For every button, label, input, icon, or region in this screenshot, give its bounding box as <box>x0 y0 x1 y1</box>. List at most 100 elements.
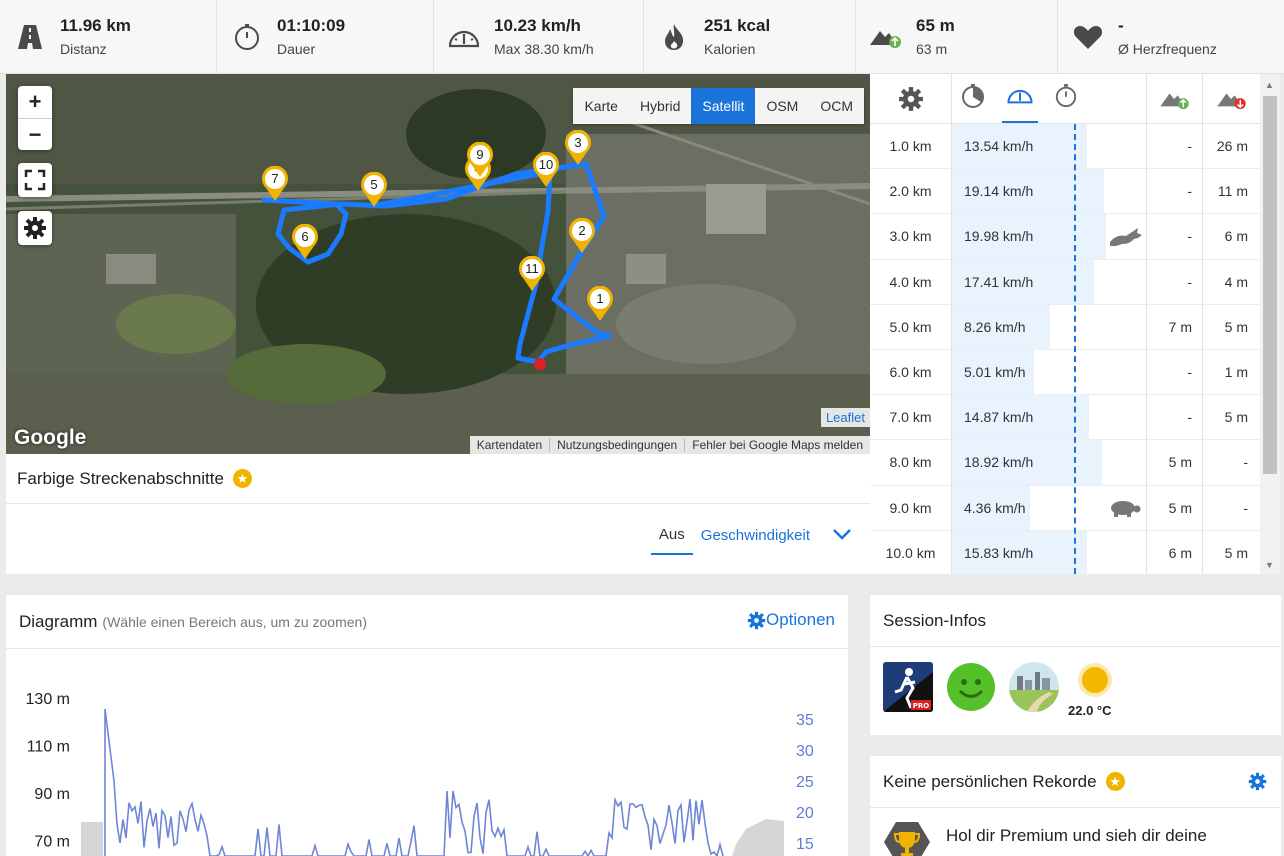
speed-axis-tick: 35 <box>796 712 814 729</box>
km-marker-label: 6 <box>301 229 309 244</box>
split-elevation-down: - <box>1243 454 1248 471</box>
km-marker-1[interactable]: 1 <box>586 286 614 322</box>
diagram-hint: (Wähle einen Bereich aus, um zu zoomen) <box>102 613 367 630</box>
elevation-speed-chart[interactable]: 130 m 110 m 90 m 70 m 35 30 25 20 15 <box>6 649 848 856</box>
average-speed-line <box>1074 124 1076 574</box>
colored-sections-label: Farbige Streckenabschnitte <box>17 468 224 488</box>
speed-bar <box>952 440 1103 485</box>
km-marker-7[interactable]: 7 <box>261 166 289 202</box>
split-row[interactable]: 10.0 km 15.83 km/h 6 m 5 m <box>870 530 1260 574</box>
km-marker-5[interactable]: 5 <box>360 172 388 208</box>
split-elevation-down: 1 m <box>1224 364 1248 381</box>
stat-value: 251 kcal <box>704 16 771 35</box>
pace-tab-icon[interactable] <box>960 83 986 114</box>
split-speed-cell: 13.54 km/h <box>952 124 1147 169</box>
stat-value: 65 m <box>916 16 955 35</box>
flame-icon <box>644 23 704 51</box>
tab-off[interactable]: Aus <box>650 520 693 555</box>
elevation-axis-tick: 90 m <box>34 786 70 803</box>
speed-axis-tick: 20 <box>796 805 814 822</box>
splits-settings-button[interactable] <box>870 74 952 123</box>
diagram-panel: Diagramm (Wähle einen Bereich aus, um zu… <box>6 595 848 856</box>
km-marker-11[interactable]: 11 <box>518 256 546 292</box>
scrollbar-thumb[interactable] <box>1263 96 1277 474</box>
split-row[interactable]: 9.0 km 4.36 km/h 5 m - <box>870 485 1260 531</box>
speed-bar <box>952 530 1087 574</box>
splits-scrollbar[interactable]: ▲ ▼ <box>1260 74 1280 574</box>
zoom-control: + − <box>18 86 52 150</box>
chevron-down-icon[interactable] <box>818 527 856 549</box>
stat-duration: 01:10:09 Dauer <box>217 0 434 73</box>
split-elevation-up: 5 m <box>1147 485 1203 530</box>
split-row[interactable]: 2.0 km 19.14 km/h -11 m <box>870 169 1260 215</box>
km-marker-label: 1 <box>596 291 604 306</box>
km-marker-label: 9 <box>476 147 484 162</box>
map-type-satellit[interactable]: Satellit <box>691 88 756 124</box>
split-row[interactable]: 5.0 km 8.26 km/h 7 m 5 m <box>870 304 1260 350</box>
km-marker-10[interactable]: 10 <box>532 152 560 188</box>
split-distance: 7.0 km <box>870 395 952 440</box>
map-type-ocm[interactable]: OCM <box>820 98 853 114</box>
split-row[interactable]: 6.0 km 5.01 km/h - 1 m <box>870 349 1260 396</box>
km-marker-6[interactable]: 6 <box>291 224 319 260</box>
map-type-karte[interactable]: Karte <box>584 98 618 114</box>
map-settings-button[interactable] <box>18 211 52 245</box>
speed-bar <box>952 395 1089 440</box>
speed-tab-icon[interactable] <box>1002 74 1038 123</box>
split-speed-cell: 19.14 km/h <box>952 169 1147 214</box>
tab-speed[interactable]: Geschwindigkeit <box>700 527 810 544</box>
speed-axis-tick: 15 <box>796 836 814 853</box>
gear-icon <box>1248 772 1267 791</box>
elevation-axis-tick: 110 m <box>27 739 70 756</box>
split-elevation-down: 5 m <box>1224 318 1248 335</box>
stat-value: 01:10:09 <box>277 16 346 35</box>
map-attribution: Kartendaten Nutzungsbedingungen Fehler b… <box>469 436 870 454</box>
split-elevation-down: - <box>1243 499 1248 516</box>
split-elevation-up: - <box>1147 124 1203 169</box>
options-label: Optionen <box>766 610 835 629</box>
map-type-hybrid[interactable]: Hybrid <box>639 98 681 114</box>
scroll-up-arrow[interactable]: ▲ <box>1265 80 1274 90</box>
records-settings-button[interactable] <box>1248 772 1267 796</box>
attribution-report-error[interactable]: Fehler bei Google Maps melden <box>684 438 870 452</box>
diagram-options-button[interactable]: Optionen <box>747 610 835 630</box>
stat-value: 11.96 km <box>60 16 131 35</box>
sunny-weather-icon <box>1077 662 1113 698</box>
split-distance: 6.0 km <box>870 349 952 395</box>
speed-axis-tick: 30 <box>796 743 814 760</box>
rabbit-icon <box>1108 226 1144 251</box>
elevation-down-header[interactable] <box>1203 74 1260 123</box>
session-info-title: Session-Infos <box>870 595 1281 647</box>
zoom-in-button[interactable]: + <box>28 89 42 114</box>
duration-tab-icon[interactable] <box>1054 83 1078 114</box>
stat-label: Max 38.30 km/h <box>494 41 594 57</box>
personal-records-panel: Keine persönlichen Rekorde ★ Hol dir Pre… <box>870 756 1281 856</box>
route-map[interactable]: 123456791011 + − Karte Hybrid Satellit O… <box>6 74 870 454</box>
attribution-terms[interactable]: Nutzungsbedingungen <box>549 438 684 452</box>
split-row[interactable]: 7.0 km 14.87 km/h - 5 m <box>870 395 1260 441</box>
split-elevation-up: - <box>1147 259 1203 304</box>
split-elevation-up: 6 m <box>1147 530 1203 574</box>
leaflet-link[interactable]: Leaflet <box>820 408 870 427</box>
split-row[interactable]: 8.0 km 18.92 km/h 5 m - <box>870 440 1260 486</box>
split-row[interactable]: 4.0 km 17.41 km/h - 4 m <box>870 259 1260 305</box>
km-marker-3[interactable]: 3 <box>564 130 592 166</box>
attribution-map-data[interactable]: Kartendaten <box>476 438 543 452</box>
map-type-osm[interactable]: OSM <box>766 98 799 114</box>
km-marker-2[interactable]: 2 <box>568 218 596 254</box>
split-row[interactable]: 1.0 km 13.54 km/h -26 m <box>870 124 1260 170</box>
elevation-axis-tick: 70 m <box>34 834 70 851</box>
diagram-title: Diagramm <box>19 611 98 631</box>
scroll-down-arrow[interactable]: ▼ <box>1265 560 1274 570</box>
split-speed: 14.87 km/h <box>964 409 1034 426</box>
speed-bar <box>952 214 1107 259</box>
colored-sections-title: Farbige Streckenabschnitte ★ <box>6 454 870 504</box>
km-marker-9[interactable]: 9 <box>466 142 494 178</box>
split-speed-cell: 15.83 km/h <box>952 530 1147 574</box>
km-marker-label: 10 <box>538 157 554 172</box>
split-row[interactable]: 3.0 km 19.98 km/h - 6 m <box>870 214 1260 260</box>
elevation-up-header[interactable] <box>1147 74 1203 123</box>
zoom-out-button[interactable]: − <box>18 118 52 150</box>
fullscreen-button[interactable] <box>18 163 52 197</box>
stats-bar: 11.96 km Distanz 01:10:09 Dauer 10.23 km/h… <box>0 0 1284 74</box>
